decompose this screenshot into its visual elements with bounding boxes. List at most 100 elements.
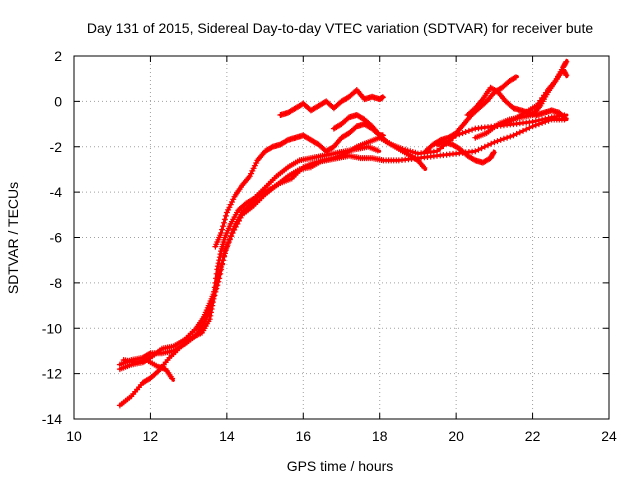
data-point bbox=[472, 148, 479, 155]
data-point bbox=[215, 278, 222, 285]
data-point bbox=[383, 138, 390, 145]
data-point bbox=[229, 199, 235, 205]
data-point bbox=[539, 116, 546, 123]
data-point bbox=[212, 288, 219, 295]
x-axis-label: GPS time / hours bbox=[287, 458, 394, 474]
y-tick-label: -6 bbox=[50, 230, 63, 246]
data-point bbox=[478, 145, 485, 152]
data-point bbox=[513, 74, 519, 81]
chart-title: Day 131 of 2015, Sidereal Day-to-day VTE… bbox=[87, 20, 594, 36]
data-point bbox=[221, 216, 228, 223]
data-point bbox=[169, 375, 176, 382]
data-point bbox=[532, 118, 539, 124]
data-point bbox=[494, 138, 501, 145]
y-tick-label: -8 bbox=[50, 275, 63, 291]
data-point bbox=[219, 261, 226, 268]
x-tick-label: 22 bbox=[525, 428, 541, 444]
data-point bbox=[500, 135, 507, 142]
data-point bbox=[226, 204, 233, 211]
series-track-9 bbox=[434, 139, 497, 166]
data-point bbox=[520, 127, 526, 134]
data-point bbox=[563, 72, 570, 79]
data-point bbox=[513, 130, 520, 137]
data-point bbox=[510, 132, 517, 139]
x-tick-label: 18 bbox=[372, 428, 388, 444]
data-point bbox=[214, 282, 221, 289]
data-point bbox=[153, 369, 160, 376]
y-axis-label: SDTVAR / TECUs bbox=[5, 182, 21, 294]
x-tick-label: 20 bbox=[448, 428, 464, 444]
data-point bbox=[207, 309, 214, 316]
data-point bbox=[504, 134, 511, 141]
data-point bbox=[221, 248, 228, 255]
data-point bbox=[481, 143, 488, 150]
series-track-12 bbox=[499, 66, 570, 128]
y-tick-label: -14 bbox=[42, 411, 62, 427]
data-point bbox=[526, 124, 533, 131]
y-tick-label: -12 bbox=[42, 366, 62, 382]
data-point bbox=[224, 242, 231, 249]
data-point bbox=[218, 230, 225, 236]
data-point bbox=[488, 140, 495, 147]
data-point bbox=[465, 127, 472, 134]
data-point bbox=[462, 129, 469, 135]
data-point bbox=[434, 148, 440, 155]
y-tick-label: 2 bbox=[54, 48, 62, 64]
data-point bbox=[219, 226, 226, 233]
y-tick-label: -10 bbox=[42, 320, 62, 336]
data-point bbox=[229, 230, 236, 236]
data-point bbox=[211, 292, 218, 299]
series-track-8 bbox=[422, 74, 519, 155]
data-point bbox=[459, 130, 466, 137]
data-point bbox=[490, 149, 497, 156]
data-point bbox=[220, 223, 226, 230]
data-point bbox=[511, 74, 518, 81]
series-line bbox=[278, 88, 385, 117]
data-point bbox=[221, 252, 227, 259]
series-track-7 bbox=[330, 112, 428, 171]
data-point bbox=[221, 219, 227, 226]
data-point bbox=[542, 115, 549, 122]
data-point bbox=[236, 217, 242, 224]
data-point bbox=[523, 126, 530, 133]
data-point bbox=[485, 142, 491, 149]
y-tick-label: -2 bbox=[50, 139, 63, 155]
x-tick-label: 24 bbox=[601, 428, 617, 444]
data-point bbox=[218, 266, 225, 273]
data-point bbox=[563, 58, 570, 65]
data-point bbox=[225, 239, 232, 245]
data-point bbox=[251, 162, 258, 169]
data-point bbox=[507, 133, 514, 140]
series-track-6 bbox=[277, 87, 386, 118]
data-point bbox=[228, 233, 235, 239]
data-point bbox=[561, 114, 568, 121]
data-point bbox=[216, 275, 223, 282]
data-point bbox=[210, 295, 217, 302]
data-point bbox=[217, 270, 224, 277]
data-point bbox=[220, 257, 226, 264]
data-point bbox=[562, 115, 569, 122]
y-tick-label: -4 bbox=[50, 184, 63, 200]
x-tick-label: 12 bbox=[143, 428, 159, 444]
x-tick-label: 16 bbox=[295, 428, 311, 444]
data-point bbox=[491, 139, 498, 146]
data-point bbox=[516, 129, 523, 136]
data-point bbox=[223, 245, 230, 252]
data-point bbox=[379, 94, 386, 101]
data-point bbox=[227, 236, 233, 242]
data-point bbox=[222, 212, 229, 219]
data-point bbox=[421, 164, 428, 171]
data-point bbox=[469, 126, 476, 133]
data-point bbox=[248, 170, 255, 177]
data-point bbox=[535, 117, 542, 124]
data-point bbox=[529, 118, 536, 125]
data-point bbox=[475, 146, 482, 153]
data-point bbox=[545, 115, 552, 121]
series-track-4 bbox=[120, 357, 176, 382]
data-point bbox=[213, 285, 220, 292]
x-tick-label: 10 bbox=[66, 428, 82, 444]
x-tick-label: 14 bbox=[219, 428, 235, 444]
data-point bbox=[374, 147, 381, 154]
